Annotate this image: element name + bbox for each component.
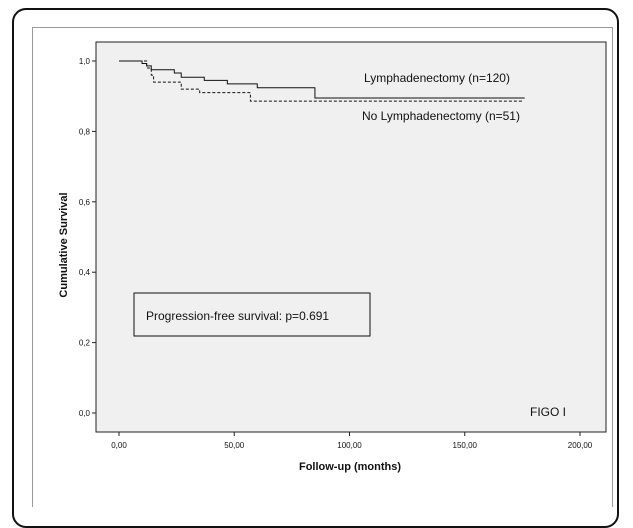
figo-label: FIGO I [530,405,566,419]
series-line-no-lymphadenectomy [119,60,523,102]
y-axis-title: Cumulative Survival [58,192,70,297]
x-tick-label: 50,00 [224,441,245,450]
y-tick-label: 0,8 [79,127,91,136]
y-tick-label: 0,2 [79,339,91,348]
x-tick-label: 0,00 [111,441,127,450]
plot-area [95,41,607,433]
y-tick-label: 1,0 [79,57,91,66]
y-tick-label: 0,4 [79,268,91,277]
survival-chart: 0,0 0,2 0,4 0,6 0,8 1,0 0,00 50,00 100,00 150,00 2… [58,41,607,473]
x-tick-label: 200,00 [568,441,593,450]
axes: 0,0 0,2 0,4 0,6 0,8 1,0 0,00 50,00 100,00 150,00 2… [79,57,593,450]
p-value-box [133,292,371,337]
x-tick-label: 100,00 [337,441,362,450]
x-tick-label: 150,00 [453,441,478,450]
y-tick-label: 0,0 [79,409,91,418]
y-tick-label: 0,6 [79,198,91,207]
p-value-text: Progression-free survival: p=0.691 [146,309,329,323]
series-layer [119,60,525,102]
x-axis-title: Follow-up (months) [299,461,401,473]
legend-label-lymphadenectomy: Lymphadenectomy (n=120) [364,71,510,85]
legend-label-no-lymphadenectomy: No Lymphadenectomy (n=51) [362,109,520,123]
